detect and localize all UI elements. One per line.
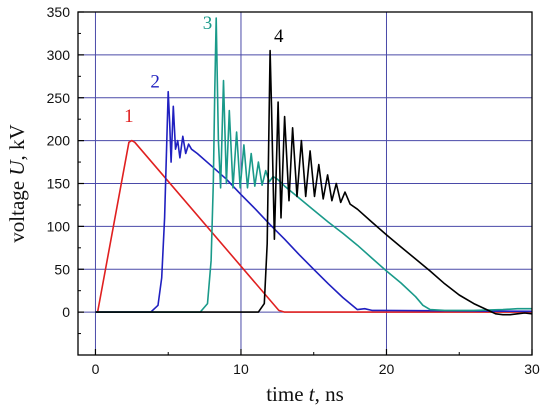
- series-label-3: 3: [203, 13, 213, 34]
- y-tick-label-250: 250: [47, 90, 71, 106]
- y-axis-title: voltage U, kV: [5, 124, 29, 242]
- y-tick-label-200: 200: [47, 133, 71, 149]
- series-label-2: 2: [150, 71, 160, 92]
- x-axis-title: time t, ns: [266, 382, 344, 406]
- y-tick-label-300: 300: [47, 47, 71, 63]
- series-line-4: [95, 49, 533, 316]
- y-tick-label-100: 100: [47, 218, 71, 234]
- x-tick-label-0: 0: [92, 361, 100, 377]
- y-tick-label-0: 0: [62, 304, 70, 320]
- x-tick-label-20: 20: [379, 361, 395, 377]
- series-label-4: 4: [274, 26, 284, 47]
- series-label-1: 1: [124, 106, 134, 127]
- series-labels: 12 3 4: [124, 13, 284, 127]
- series-line-3: [95, 17, 532, 313]
- series-line-2: [95, 90, 533, 313]
- y-tick-label-350: 350: [47, 4, 71, 20]
- series-line-1: [95, 139, 532, 313]
- x-tick-label-30: 30: [524, 361, 540, 377]
- series-lines: [95, 17, 533, 316]
- x-tick-label-10: 10: [233, 361, 249, 377]
- y-tick-label-50: 50: [54, 261, 70, 277]
- y-tick-label-150: 150: [47, 176, 71, 192]
